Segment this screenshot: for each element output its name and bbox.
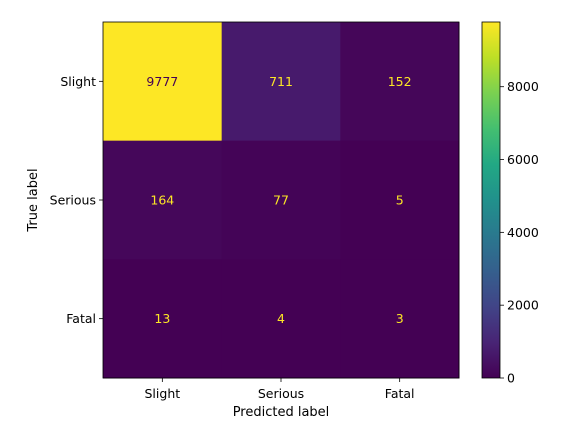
y-tick-label: Serious xyxy=(50,193,96,208)
heatmap-cell-labels: 9777 711 152 164 77 5 13 4 3 xyxy=(146,74,411,326)
heatmap-cell xyxy=(340,259,460,379)
y-tick-label: Slight xyxy=(60,74,96,89)
colorbar-tick-label: 4000 xyxy=(507,225,539,240)
heatmap-cells xyxy=(103,22,460,379)
heatmap-cell xyxy=(221,22,341,142)
colorbar-ticks: 0 2000 4000 6000 8000 xyxy=(500,79,539,386)
colorbar-tick-label: 0 xyxy=(507,371,515,386)
cell-value-label: 152 xyxy=(388,74,412,89)
x-axis-label: Predicted label xyxy=(233,405,330,420)
x-tick-label: Fatal xyxy=(385,386,415,401)
cell-value-label: 13 xyxy=(154,311,170,326)
heatmap-cell xyxy=(340,140,460,260)
y-axis-ticks: Slight Serious Fatal xyxy=(50,74,103,326)
heatmap-cell xyxy=(221,140,341,260)
y-tick-label: Fatal xyxy=(66,311,96,326)
colorbar-tick-label: 2000 xyxy=(507,298,539,313)
heatmap-cell xyxy=(221,259,341,379)
heatmap-cell xyxy=(103,22,223,142)
cell-value-label: 3 xyxy=(396,311,404,326)
colorbar xyxy=(481,21,501,379)
heatmap-cell xyxy=(103,259,223,379)
x-axis-ticks: Slight Serious Fatal xyxy=(145,378,415,401)
cell-value-label: 9777 xyxy=(146,74,178,89)
colorbar-tick-label: 6000 xyxy=(507,152,539,167)
heatmap-cell xyxy=(103,140,223,260)
cell-value-label: 4 xyxy=(277,311,285,326)
cell-value-label: 77 xyxy=(273,193,289,208)
y-axis-label: True label xyxy=(26,168,41,232)
colorbar-tick-label: 8000 xyxy=(507,79,539,94)
x-tick-label: Slight xyxy=(145,386,181,401)
cell-value-label: 5 xyxy=(396,193,404,208)
heatmap-cell xyxy=(340,22,460,142)
cell-value-label: 164 xyxy=(150,193,174,208)
x-tick-label: Serious xyxy=(258,386,304,401)
cell-value-label: 711 xyxy=(269,74,293,89)
